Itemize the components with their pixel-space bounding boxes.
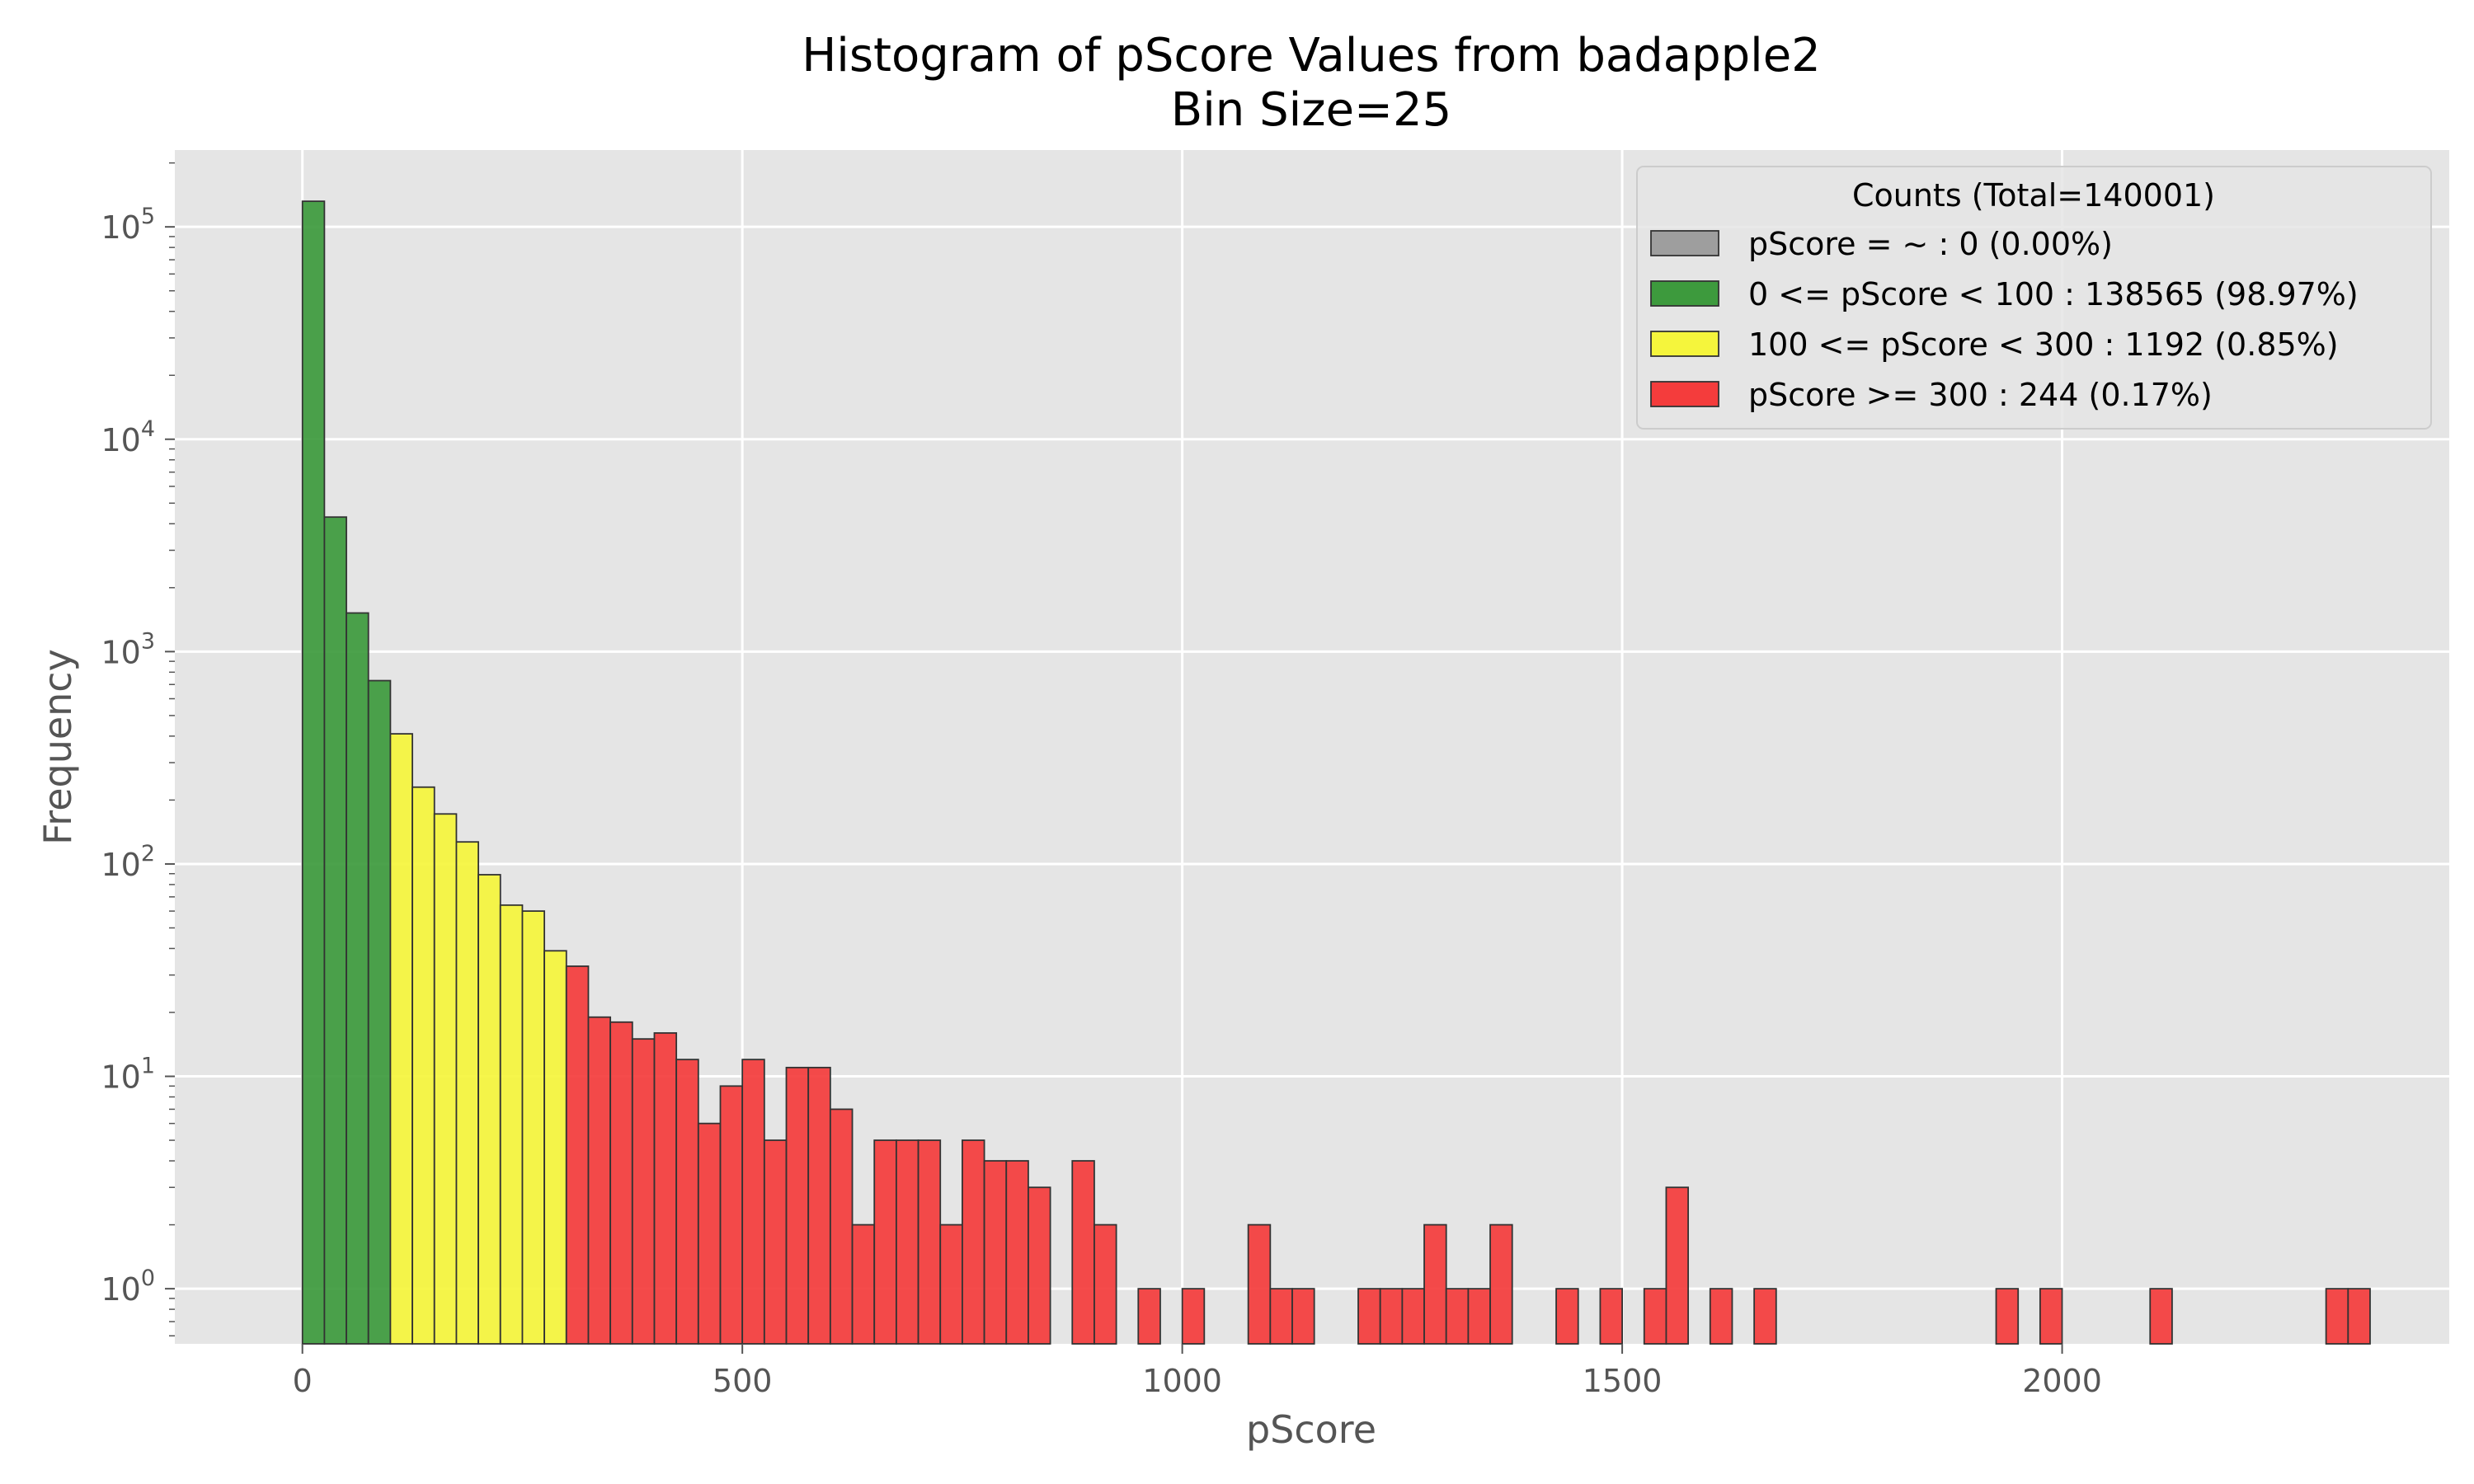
histogram-bar	[653, 1032, 678, 1345]
legend-box	[1636, 166, 2432, 430]
histogram-bar	[763, 1139, 788, 1345]
histogram-bar	[1643, 1288, 1667, 1345]
legend-entry-label: pScore >= 300 : 244 (0.17%)	[1748, 377, 2213, 413]
histogram-bar	[939, 1223, 963, 1345]
histogram-bar	[2347, 1288, 2371, 1345]
histogram-bar	[301, 200, 326, 1345]
histogram-bar	[1269, 1288, 1293, 1345]
legend: Counts (Total=140001) pScore = ~ : 0 (0.…	[1636, 166, 2432, 430]
histogram-bar	[1555, 1288, 1579, 1345]
histogram-bar	[1467, 1288, 1491, 1345]
histogram-bar	[961, 1139, 985, 1345]
y-tick-label: 100	[101, 1266, 155, 1308]
histogram-bars	[301, 200, 2371, 1345]
y-tick-label: 102	[101, 841, 155, 883]
y-tick-label: 103	[101, 628, 155, 670]
histogram-bar	[499, 904, 524, 1345]
histogram-bar	[917, 1139, 942, 1345]
legend-entry-label: pScore = ~ : 0 (0.00%)	[1748, 226, 2113, 262]
histogram-bar	[1709, 1288, 1733, 1345]
histogram-bar	[1753, 1288, 1777, 1345]
x-axis-label: pScore	[1246, 1407, 1376, 1452]
histogram-bar	[2325, 1288, 2349, 1345]
chart-subtitle: Bin Size=25	[1171, 83, 1451, 137]
y-axis-label: Frequency	[35, 649, 80, 845]
histogram-bar	[719, 1085, 744, 1345]
histogram-bar	[367, 679, 392, 1345]
histogram-bar	[895, 1139, 920, 1345]
histogram-bar	[609, 1021, 633, 1345]
histogram-bar	[389, 733, 413, 1345]
histogram-bar	[1291, 1288, 1315, 1345]
legend-swatch	[1650, 280, 1719, 307]
histogram-bar	[477, 874, 501, 1345]
histogram-bar	[1094, 1223, 1117, 1345]
histogram-bar	[697, 1122, 722, 1345]
histogram-bar	[785, 1066, 810, 1345]
histogram-bar	[1247, 1223, 1272, 1345]
x-tick-label: 2000	[2022, 1363, 2102, 1399]
histogram-bar	[1028, 1186, 1051, 1345]
histogram-bar	[851, 1223, 876, 1345]
histogram-bar	[1665, 1186, 1690, 1345]
x-tick-label: 1000	[1142, 1363, 1222, 1399]
histogram-bar	[543, 950, 567, 1345]
histogram-bar	[631, 1038, 656, 1345]
histogram-bar	[565, 965, 590, 1345]
histogram-bar	[807, 1066, 831, 1345]
histogram-bar	[675, 1059, 699, 1345]
histogram-bar	[1445, 1288, 1470, 1345]
histogram-bar	[1181, 1288, 1206, 1345]
legend-title: Counts (Total=140001)	[1852, 177, 2215, 214]
x-tick-label: 0	[293, 1363, 313, 1399]
histogram-bar	[1599, 1288, 1623, 1345]
histogram-bar	[587, 1016, 612, 1345]
histogram-bar	[741, 1059, 765, 1345]
histogram-bar	[433, 813, 458, 1345]
y-tick-label: 101	[101, 1054, 155, 1096]
histogram-bar	[1379, 1288, 1404, 1345]
histogram-bar	[873, 1139, 897, 1345]
histogram-bar	[1995, 1288, 2020, 1345]
histogram-bar	[1137, 1288, 1161, 1345]
histogram-bar	[1401, 1288, 1425, 1345]
histogram-bar	[829, 1108, 854, 1345]
histogram-bar	[346, 612, 369, 1345]
legend-entry-label: 0 <= pScore < 100 : 138565 (98.97%)	[1748, 276, 2359, 312]
axis-ticks: 0 500 1000 1500 2000 100 101 102 103 104 105	[101, 162, 2102, 1399]
y-tick-label: 105	[101, 204, 155, 246]
x-tick-label: 1500	[1583, 1363, 1663, 1399]
legend-swatch	[1650, 381, 1719, 407]
histogram-bar	[323, 516, 347, 1345]
legend-entry-label: 100 <= pScore < 300 : 1192 (0.85%)	[1748, 326, 2339, 363]
histogram-bar	[1071, 1160, 1095, 1345]
legend-swatch	[1650, 230, 1719, 256]
histogram-bar	[521, 910, 546, 1345]
histogram-bar	[455, 841, 479, 1345]
x-tick-label: 500	[713, 1363, 773, 1399]
histogram-bar	[983, 1160, 1008, 1345]
histogram-bar	[2039, 1288, 2063, 1345]
histogram-bar	[1423, 1223, 1447, 1345]
y-tick-label: 104	[101, 416, 155, 458]
histogram-bar	[2149, 1288, 2173, 1345]
chart-title: Histogram of pScore Values from badapple…	[802, 29, 1821, 82]
histogram-bar	[1357, 1288, 1381, 1345]
legend-swatch	[1650, 331, 1719, 357]
histogram-bar	[1489, 1223, 1513, 1345]
histogram-bar	[1005, 1160, 1029, 1345]
histogram-bar	[412, 786, 435, 1345]
